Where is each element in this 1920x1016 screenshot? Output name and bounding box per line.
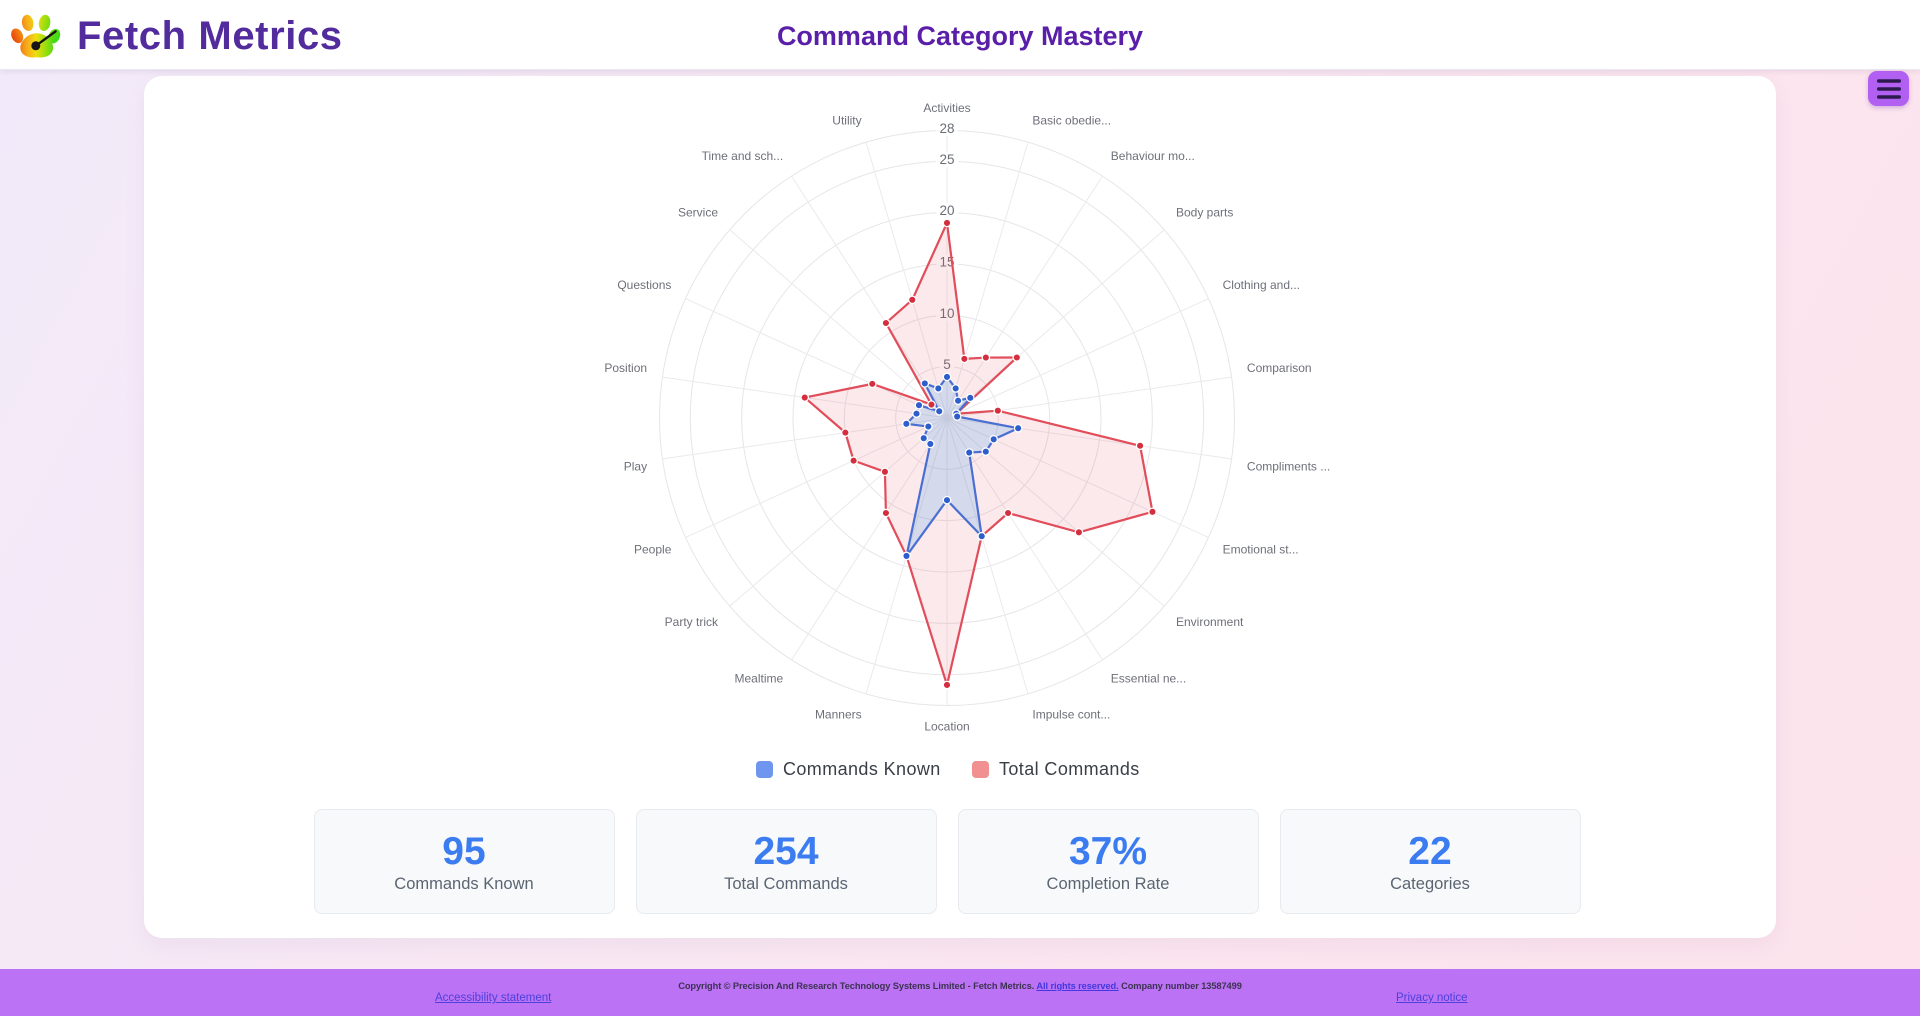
svg-text:28: 28 [939, 121, 954, 136]
svg-text:Utility: Utility [832, 113, 861, 127]
svg-text:Location: Location [924, 720, 969, 734]
svg-text:Questions: Questions [617, 278, 671, 292]
svg-text:Emotional st...: Emotional st... [1223, 542, 1299, 556]
svg-text:5: 5 [943, 357, 951, 372]
svg-text:Body parts: Body parts [1176, 206, 1233, 220]
svg-text:Activities: Activities [923, 101, 970, 115]
svg-text:25: 25 [939, 152, 954, 167]
svg-text:Basic obedie...: Basic obedie... [1032, 113, 1111, 127]
svg-text:People: People [634, 542, 672, 556]
svg-text:Service: Service [678, 206, 718, 220]
svg-text:Environment: Environment [1176, 615, 1244, 629]
svg-text:Play: Play [624, 460, 647, 474]
svg-text:20: 20 [939, 203, 954, 218]
svg-text:Behaviour mo...: Behaviour mo... [1111, 149, 1195, 163]
svg-text:Time and sch...: Time and sch... [702, 149, 784, 163]
svg-text:Impulse cont...: Impulse cont... [1032, 707, 1110, 721]
svg-text:Clothing and...: Clothing and... [1223, 278, 1300, 292]
svg-text:Position: Position [604, 361, 647, 375]
svg-text:10: 10 [939, 306, 954, 321]
svg-text:Mealtime: Mealtime [735, 672, 784, 686]
svg-text:Compliments ...: Compliments ... [1247, 460, 1330, 474]
svg-text:Manners: Manners [815, 707, 862, 721]
svg-text:Party trick: Party trick [665, 615, 719, 629]
svg-text:Essential ne...: Essential ne... [1111, 672, 1186, 686]
svg-text:Comparison: Comparison [1247, 361, 1312, 375]
